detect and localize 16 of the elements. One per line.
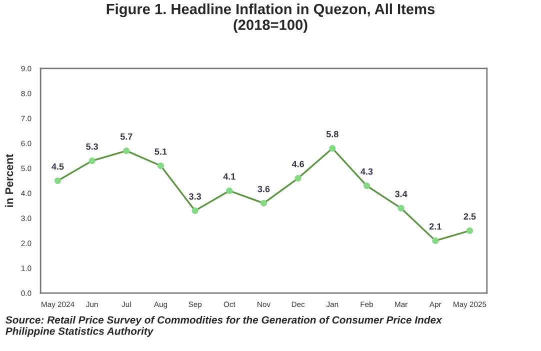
data-label: 3.6 <box>258 186 270 192</box>
data-label: 5.8 <box>326 130 338 138</box>
data-label: 3.3 <box>189 193 202 200</box>
data-label: 4.3 <box>360 168 373 175</box>
data-label: 4.5 <box>52 163 64 170</box>
chart-title: Figure 1. Headline Inflation in Quezon, All Items (2018=100) <box>106 4 435 33</box>
data-label: 4.6 <box>292 160 304 168</box>
data-label: 2.5 <box>464 213 476 220</box>
data-label: 5.1 <box>154 148 167 155</box>
data-label: 5.7 <box>120 133 132 140</box>
data-label: 3.4 <box>395 190 408 198</box>
y-axis-title: in Percent <box>5 154 14 207</box>
data-label: 5.3 <box>86 143 98 150</box>
data-label: 2.1 <box>429 223 442 230</box>
data-label: 4.1 <box>223 173 236 180</box>
source-note: Source: Retail Price Survey of Commodities for the Generation of Consumer Price Index Philippine Statistics Authority <box>6 316 442 337</box>
